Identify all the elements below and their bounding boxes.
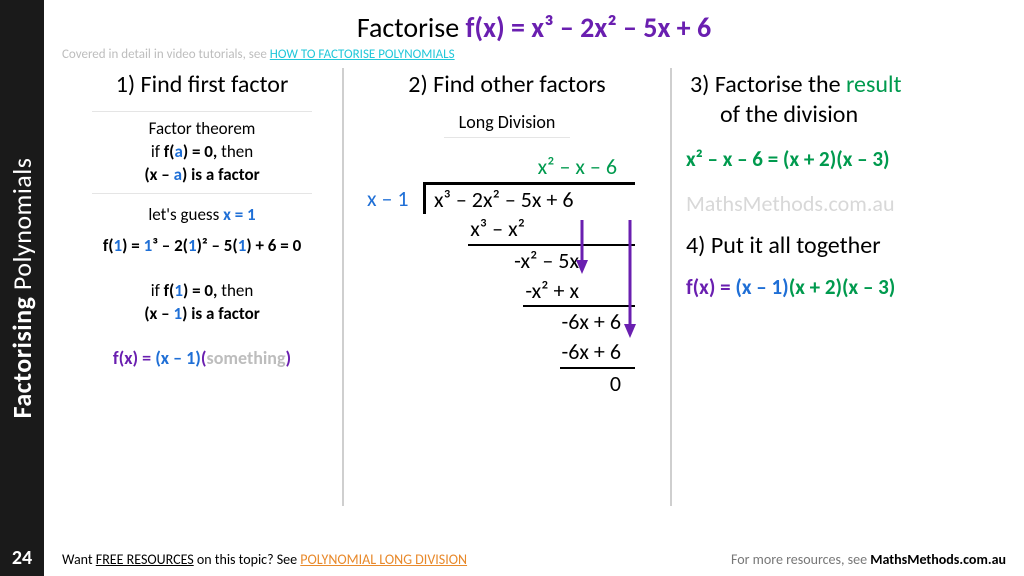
- work-line-6: 0: [423, 369, 635, 399]
- t3c: ) is a factor: [182, 164, 260, 185]
- column-3: 3) Factorise the result of the division …: [672, 68, 1006, 506]
- f1f: 1: [188, 235, 197, 256]
- w3: -x² + x: [523, 276, 635, 308]
- footer: Want FREE RESOURCES on this topic? See P…: [62, 551, 1006, 568]
- r-b: (x – 1): [155, 347, 201, 369]
- r-a: f(x) =: [113, 347, 155, 369]
- c1a: if: [151, 280, 164, 301]
- guess-b: x = 1: [223, 204, 256, 225]
- factor-theorem: Factor theorem if f(a) = 0, then (x – a)…: [62, 118, 342, 187]
- col1-heading: 1) Find first factor: [62, 68, 342, 105]
- fc: (x + 2)(x – 3): [789, 274, 896, 300]
- r-d: something: [207, 347, 286, 369]
- h3b: result: [846, 70, 902, 99]
- divisor: x – 1: [367, 184, 409, 214]
- factorised-quadratic: x² – x – 6 = (x + 2)(x – 3): [686, 146, 1006, 172]
- f1d: 1: [144, 235, 153, 256]
- title-equation: f(x) = x³ – 2x² – 5x + 6: [466, 10, 712, 45]
- w5: -6x + 6: [560, 337, 635, 369]
- col2-sub: Long Division: [344, 111, 670, 133]
- c2a: (x –: [144, 303, 173, 324]
- f1a: f(: [103, 235, 114, 256]
- footer-link[interactable]: POLYNOMIAL LONG DIVISION: [300, 551, 467, 568]
- h3a: 3) Factorise the: [690, 70, 846, 99]
- c1b: f(: [164, 280, 175, 301]
- fl-a: Want: [62, 551, 96, 568]
- work-line-4: -6x + 6: [423, 307, 635, 337]
- w1: x³ – x²: [468, 214, 635, 246]
- f1g: )² – 5(: [197, 235, 238, 256]
- fr-b: MathsMethods.com.au: [870, 551, 1006, 568]
- work-line-3: -x² + x: [423, 276, 635, 308]
- col1-result: f(x) = (x – 1)(something): [62, 346, 342, 370]
- sidebar-title: Factorising Polynomials: [6, 158, 38, 419]
- tutorial-link[interactable]: HOW TO FACTORISE POLYNOMIALS: [270, 47, 455, 62]
- t2c: a: [174, 141, 182, 162]
- work-line-5: -6x + 6: [423, 337, 635, 369]
- guess-a: let's guess: [148, 204, 223, 225]
- divider: [92, 111, 312, 112]
- t2d: ) = 0,: [183, 141, 217, 162]
- divider: [92, 193, 312, 194]
- divider: [444, 137, 570, 138]
- f1b: 1: [114, 235, 123, 256]
- guess-block: let's guess x = 1: [62, 204, 342, 227]
- page-number: 24: [0, 546, 44, 570]
- t2a: if: [151, 141, 164, 162]
- fb: (x – 1): [735, 274, 788, 300]
- theorem-line1: Factor theorem: [149, 118, 256, 139]
- arrow-down-icon: [575, 220, 589, 274]
- t3b: a: [174, 164, 182, 185]
- watermark: MathsMethods.com.au: [686, 190, 1006, 217]
- column-1: 1) Find first factor Factor theorem if f…: [62, 68, 342, 506]
- t3a: (x –: [144, 164, 173, 185]
- fa: f(x) =: [686, 274, 735, 300]
- col3-heading: 3) Factorise the result of the division: [686, 68, 1006, 136]
- content: Factorise f(x) = x³ – 2x² – 5x + 6 Cover…: [44, 0, 1024, 576]
- arrow-down-icon: [623, 220, 637, 338]
- r-e: ): [285, 347, 291, 369]
- f1c: ) =: [122, 235, 143, 256]
- final-answer: f(x) = (x – 1)(x + 2)(x – 3): [686, 274, 1006, 300]
- subtitle-text: Covered in detail in video tutorials, se…: [62, 47, 270, 62]
- conclusion-block: if f(1) = 0, then (x – 1) is a factor: [62, 280, 342, 326]
- f1i: ) + 6 = 0: [246, 235, 301, 256]
- fl-c: on this topic? See: [194, 551, 301, 568]
- footer-right: For more resources, see MathsMethods.com…: [731, 551, 1006, 568]
- long-division: x² – x – 6 x – 1 x³ – 2x² – 5x + 6 x³ – …: [367, 152, 647, 399]
- col3-heading4: 4) Put it all together: [686, 231, 1006, 260]
- sidebar-title-rest: Polynomials: [6, 158, 38, 297]
- c2b: 1: [173, 303, 182, 324]
- work-line-1: x³ – x²: [423, 214, 635, 246]
- title-lead: Factorise: [357, 10, 466, 45]
- fl-b: FREE RESOURCES: [96, 551, 194, 568]
- c1d: ) = 0,: [183, 280, 217, 301]
- t2b: f(: [164, 141, 175, 162]
- t2e: then: [217, 141, 253, 162]
- footer-left: Want FREE RESOURCES on this topic? See P…: [62, 551, 467, 568]
- dividend: x³ – 2x² – 5x + 6: [423, 182, 635, 215]
- subtitle: Covered in detail in video tutorials, se…: [62, 47, 1006, 62]
- sidebar: Factorising Polynomials 24: [0, 0, 44, 576]
- c1e: then: [217, 280, 253, 301]
- work-line-2: -x² – 5x: [423, 246, 635, 276]
- column-2: 2) Find other factors Long Division x² –…: [342, 68, 672, 506]
- h3c: of the division: [690, 100, 858, 129]
- fr-a: For more resources, see: [731, 551, 870, 568]
- c2c: ) is a factor: [182, 303, 260, 324]
- f1e: ³ – 2(: [152, 235, 188, 256]
- sidebar-title-bold: Factorising: [6, 297, 38, 419]
- col2-heading: 2) Find other factors: [344, 68, 670, 105]
- quotient: x² – x – 6: [367, 152, 647, 182]
- f1-eval: f(1) = 1³ – 2(1)² – 5(1) + 6 = 0: [62, 235, 342, 258]
- page-title: Factorise f(x) = x³ – 2x² – 5x + 6: [62, 10, 1006, 45]
- c1c: 1: [174, 280, 183, 301]
